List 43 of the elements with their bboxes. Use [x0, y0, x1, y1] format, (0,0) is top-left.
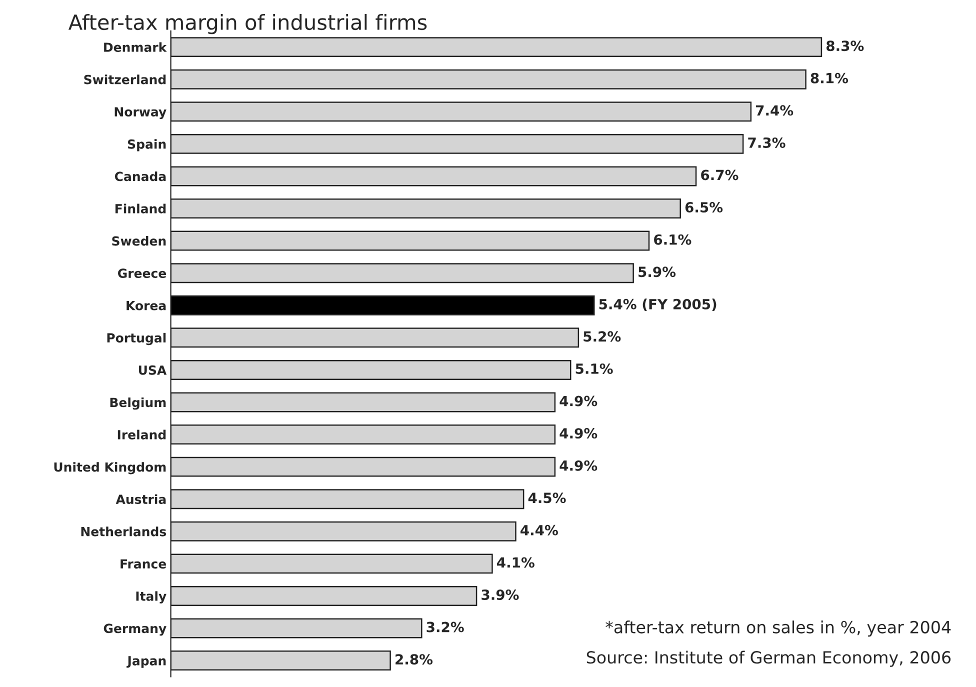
y-tick-label: Norway	[114, 107, 166, 120]
data-label: 7.4%	[756, 105, 794, 116]
y-tick-label: USA	[138, 365, 167, 375]
data-label: 6.1%	[654, 234, 692, 245]
data-label: 6.5%	[685, 202, 723, 213]
data-label: 4.4%	[520, 524, 558, 536]
data-label: 2.8%	[396, 654, 433, 665]
y-tick-label: Switzerland	[84, 74, 166, 84]
y-tick-label: Germany	[104, 624, 166, 636]
data-label: 7.3%	[748, 137, 786, 148]
data-label: 4.5%	[528, 492, 566, 504]
data-label: 8.1%	[810, 72, 848, 84]
y-tick-label: Ireland	[118, 430, 166, 440]
y-tick-label: United Kingdom	[54, 462, 166, 474]
data-label: 4.9%	[560, 428, 598, 439]
annotation: *after-tax return on sales in %, year 2004	[606, 620, 951, 637]
y-tick-label: Canada	[114, 171, 166, 182]
y-tick-label: Austria	[116, 494, 166, 504]
y-tick-label: Belgium	[110, 397, 166, 410]
y-tick-label: Italy	[136, 591, 166, 604]
y-tick-label: Netherlands	[81, 526, 166, 536]
y-tick-label: Japan	[126, 656, 166, 668]
data-label: 5.4% (FY 2005)	[599, 298, 716, 312]
annotation: Source: Institute of German Economy, 2006	[586, 650, 951, 667]
y-tick-label: Finland	[115, 204, 166, 214]
data-label: 4.9%	[560, 460, 598, 471]
data-label: 6.7%	[701, 170, 738, 180]
y-tick-label: Korea	[126, 301, 166, 310]
chart-title: After-tax margin of industrial firms	[68, 14, 427, 34]
data-label: 8.3%	[826, 40, 864, 52]
y-tick-label: Spain	[128, 139, 166, 152]
data-label: 4.9%	[560, 396, 598, 406]
y-tick-label: France	[120, 559, 166, 569]
data-label: 3.9%	[482, 589, 519, 600]
y-tick-label: Greece	[118, 268, 166, 278]
data-label: 5.9%	[638, 266, 676, 278]
y-tick-label: Denmark	[104, 42, 167, 52]
y-tick-label: Sweden	[112, 236, 166, 246]
y-tick-label: Portugal	[107, 332, 166, 346]
data-label: 4.1%	[497, 557, 534, 568]
data-label: 3.2%	[426, 622, 464, 632]
data-label: 5.1%	[576, 363, 613, 374]
data-label: 5.2%	[584, 331, 621, 342]
